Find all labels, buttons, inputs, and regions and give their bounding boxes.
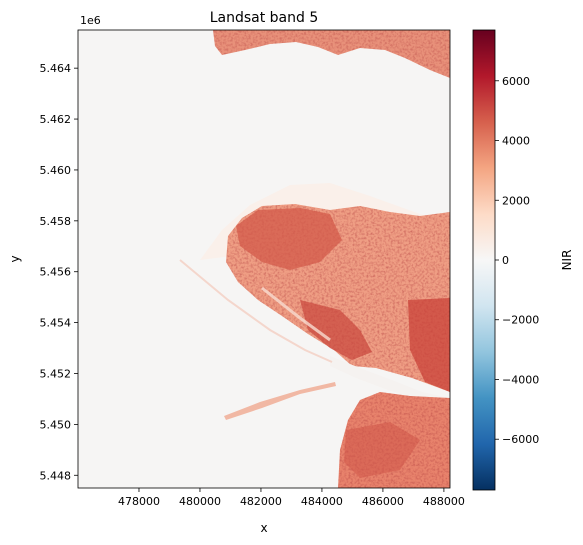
y-tick-label: 5.456 (40, 266, 72, 279)
colorbar-tick-label: −4000 (502, 373, 539, 386)
colorbar-tick-label: −2000 (502, 314, 539, 327)
colorbar-tick-label: −6000 (502, 433, 539, 446)
x-axis: 478000 480000 482000 484000 486000 488000 (118, 488, 465, 508)
urban-dense-1 (236, 208, 342, 270)
spit (224, 382, 336, 420)
x-tick-label: 488000 (423, 495, 465, 508)
y-tick-label: 5.454 (40, 317, 72, 330)
plot-frame (77, 29, 451, 489)
x-axis-label: x (260, 521, 267, 535)
x-tick-label: 478000 (118, 495, 160, 508)
y-axis-label: y (8, 255, 22, 262)
x-tick-label: 486000 (362, 495, 404, 508)
y-axis: 5.448 5.450 5.452 5.454 5.456 5.458 5.460 5.462… (40, 62, 78, 482)
colorbar-tick-label: 4000 (502, 135, 530, 148)
colorbar (472, 29, 496, 491)
colorbar-tick-label: 2000 (502, 194, 530, 207)
urban-dense-2 (300, 300, 372, 360)
y-tick-label: 5.452 (40, 368, 72, 381)
colorbar-label: NIR (560, 250, 574, 271)
river-channel (330, 356, 450, 404)
colorbar-axis: −6000 −4000 −2000 0 2000 4000 6000 (495, 75, 539, 446)
y-tick-label: 5.458 (40, 215, 72, 228)
x-tick-label: 480000 (179, 495, 221, 508)
x-tick-label: 482000 (240, 495, 282, 508)
y-tick-label: 5.460 (40, 164, 72, 177)
colorbar-tick-label: 0 (502, 254, 509, 267)
y-tick-label: 5.450 (40, 418, 72, 431)
y-tick-label: 5.462 (40, 113, 72, 126)
y-tick-label: 5.464 (40, 62, 72, 75)
x-tick-label: 484000 (301, 495, 343, 508)
y-tick-label: 5.448 (40, 469, 72, 482)
urban-dense-3 (408, 298, 450, 392)
colorbar-tick-label: 6000 (502, 75, 530, 88)
south-dense (344, 422, 420, 478)
y-offset-label: 1e6 (80, 14, 101, 27)
chart-title: Landsat band 5 (210, 10, 319, 26)
satellite-raster (78, 30, 450, 488)
